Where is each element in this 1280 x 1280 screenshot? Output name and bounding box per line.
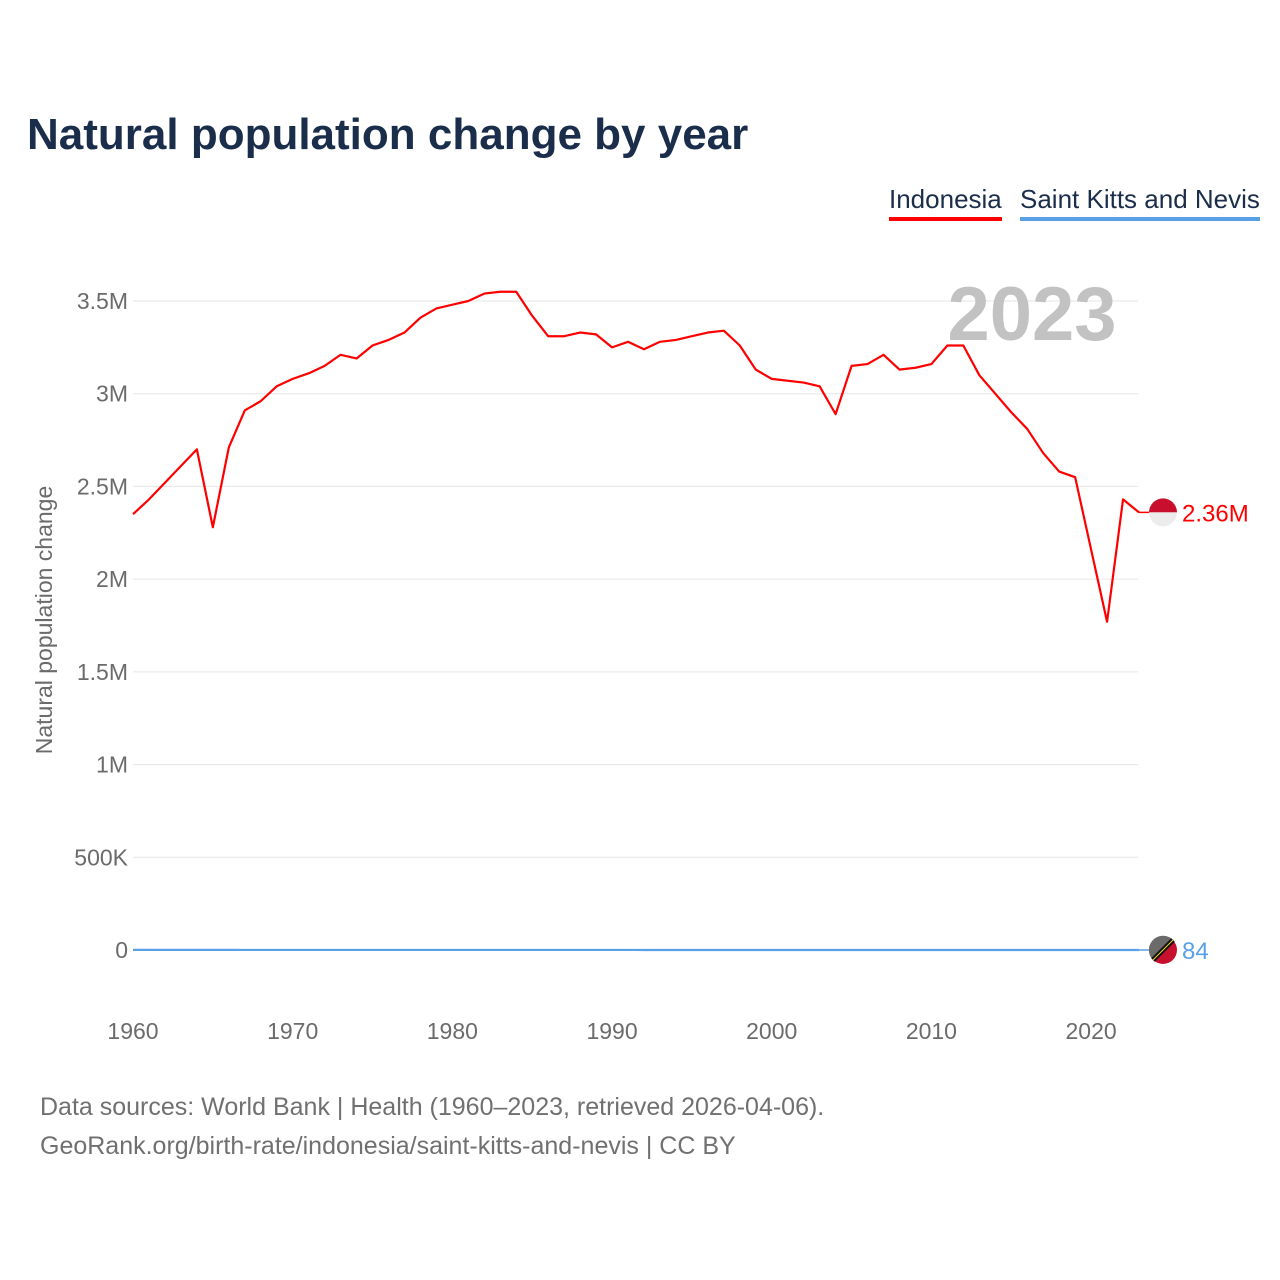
source-line-2[interactable]: GeoRank.org/birth-rate/indonesia/saint-k… bbox=[40, 1132, 736, 1160]
line-chart: 0 500K 1M 1.5M 2M 2.5M 3M 3.5M 1960 1970 1980 1990 2… bbox=[31, 272, 1249, 1044]
chart-title: Natural population change by year bbox=[27, 110, 749, 159]
x-tick-label: 1980 bbox=[427, 1018, 478, 1044]
y-tick-label: 2M bbox=[96, 566, 128, 592]
end-value-label: 2.36M bbox=[1182, 500, 1249, 527]
y-tick-label: 500K bbox=[74, 844, 128, 870]
x-tick-label: 1970 bbox=[267, 1018, 318, 1044]
x-tick-label: 2020 bbox=[1066, 1018, 1117, 1044]
indonesia-flag-icon bbox=[1149, 498, 1178, 513]
source-line-1: Data sources: World Bank | Health (1960–… bbox=[40, 1093, 825, 1121]
indonesia-flag-icon bbox=[1149, 512, 1178, 527]
saint-kitts-flag-icon bbox=[1152, 939, 1174, 961]
x-tick-label: 1960 bbox=[107, 1018, 158, 1044]
y-tick-label: 3M bbox=[96, 381, 128, 407]
x-tick-label: 1990 bbox=[586, 1018, 637, 1044]
saint-kitts-flag-icon bbox=[1148, 935, 1173, 960]
end-value-label: 84 bbox=[1182, 938, 1209, 965]
x-tick-label: 2010 bbox=[906, 1018, 957, 1044]
source-note: Data sources: World Bank | Health (1960–… bbox=[40, 1088, 824, 1166]
y-axis-label: Natural population change bbox=[31, 486, 57, 755]
legend-saint-kitts-and-nevis[interactable]: Saint Kitts and Nevis bbox=[1020, 184, 1260, 221]
legend-indonesia[interactable]: Indonesia bbox=[889, 184, 1002, 221]
series-line-indonesia bbox=[132, 290, 1140, 623]
y-tick-label: 0 bbox=[115, 937, 128, 963]
y-tick-label: 1.5M bbox=[77, 659, 128, 685]
y-tick-label: 2.5M bbox=[77, 473, 128, 499]
current-year-label: 2023 bbox=[947, 272, 1116, 357]
y-tick-label: 1M bbox=[96, 752, 128, 778]
x-tick-label: 2000 bbox=[746, 1018, 797, 1044]
y-tick-label: 3.5M bbox=[77, 288, 128, 314]
